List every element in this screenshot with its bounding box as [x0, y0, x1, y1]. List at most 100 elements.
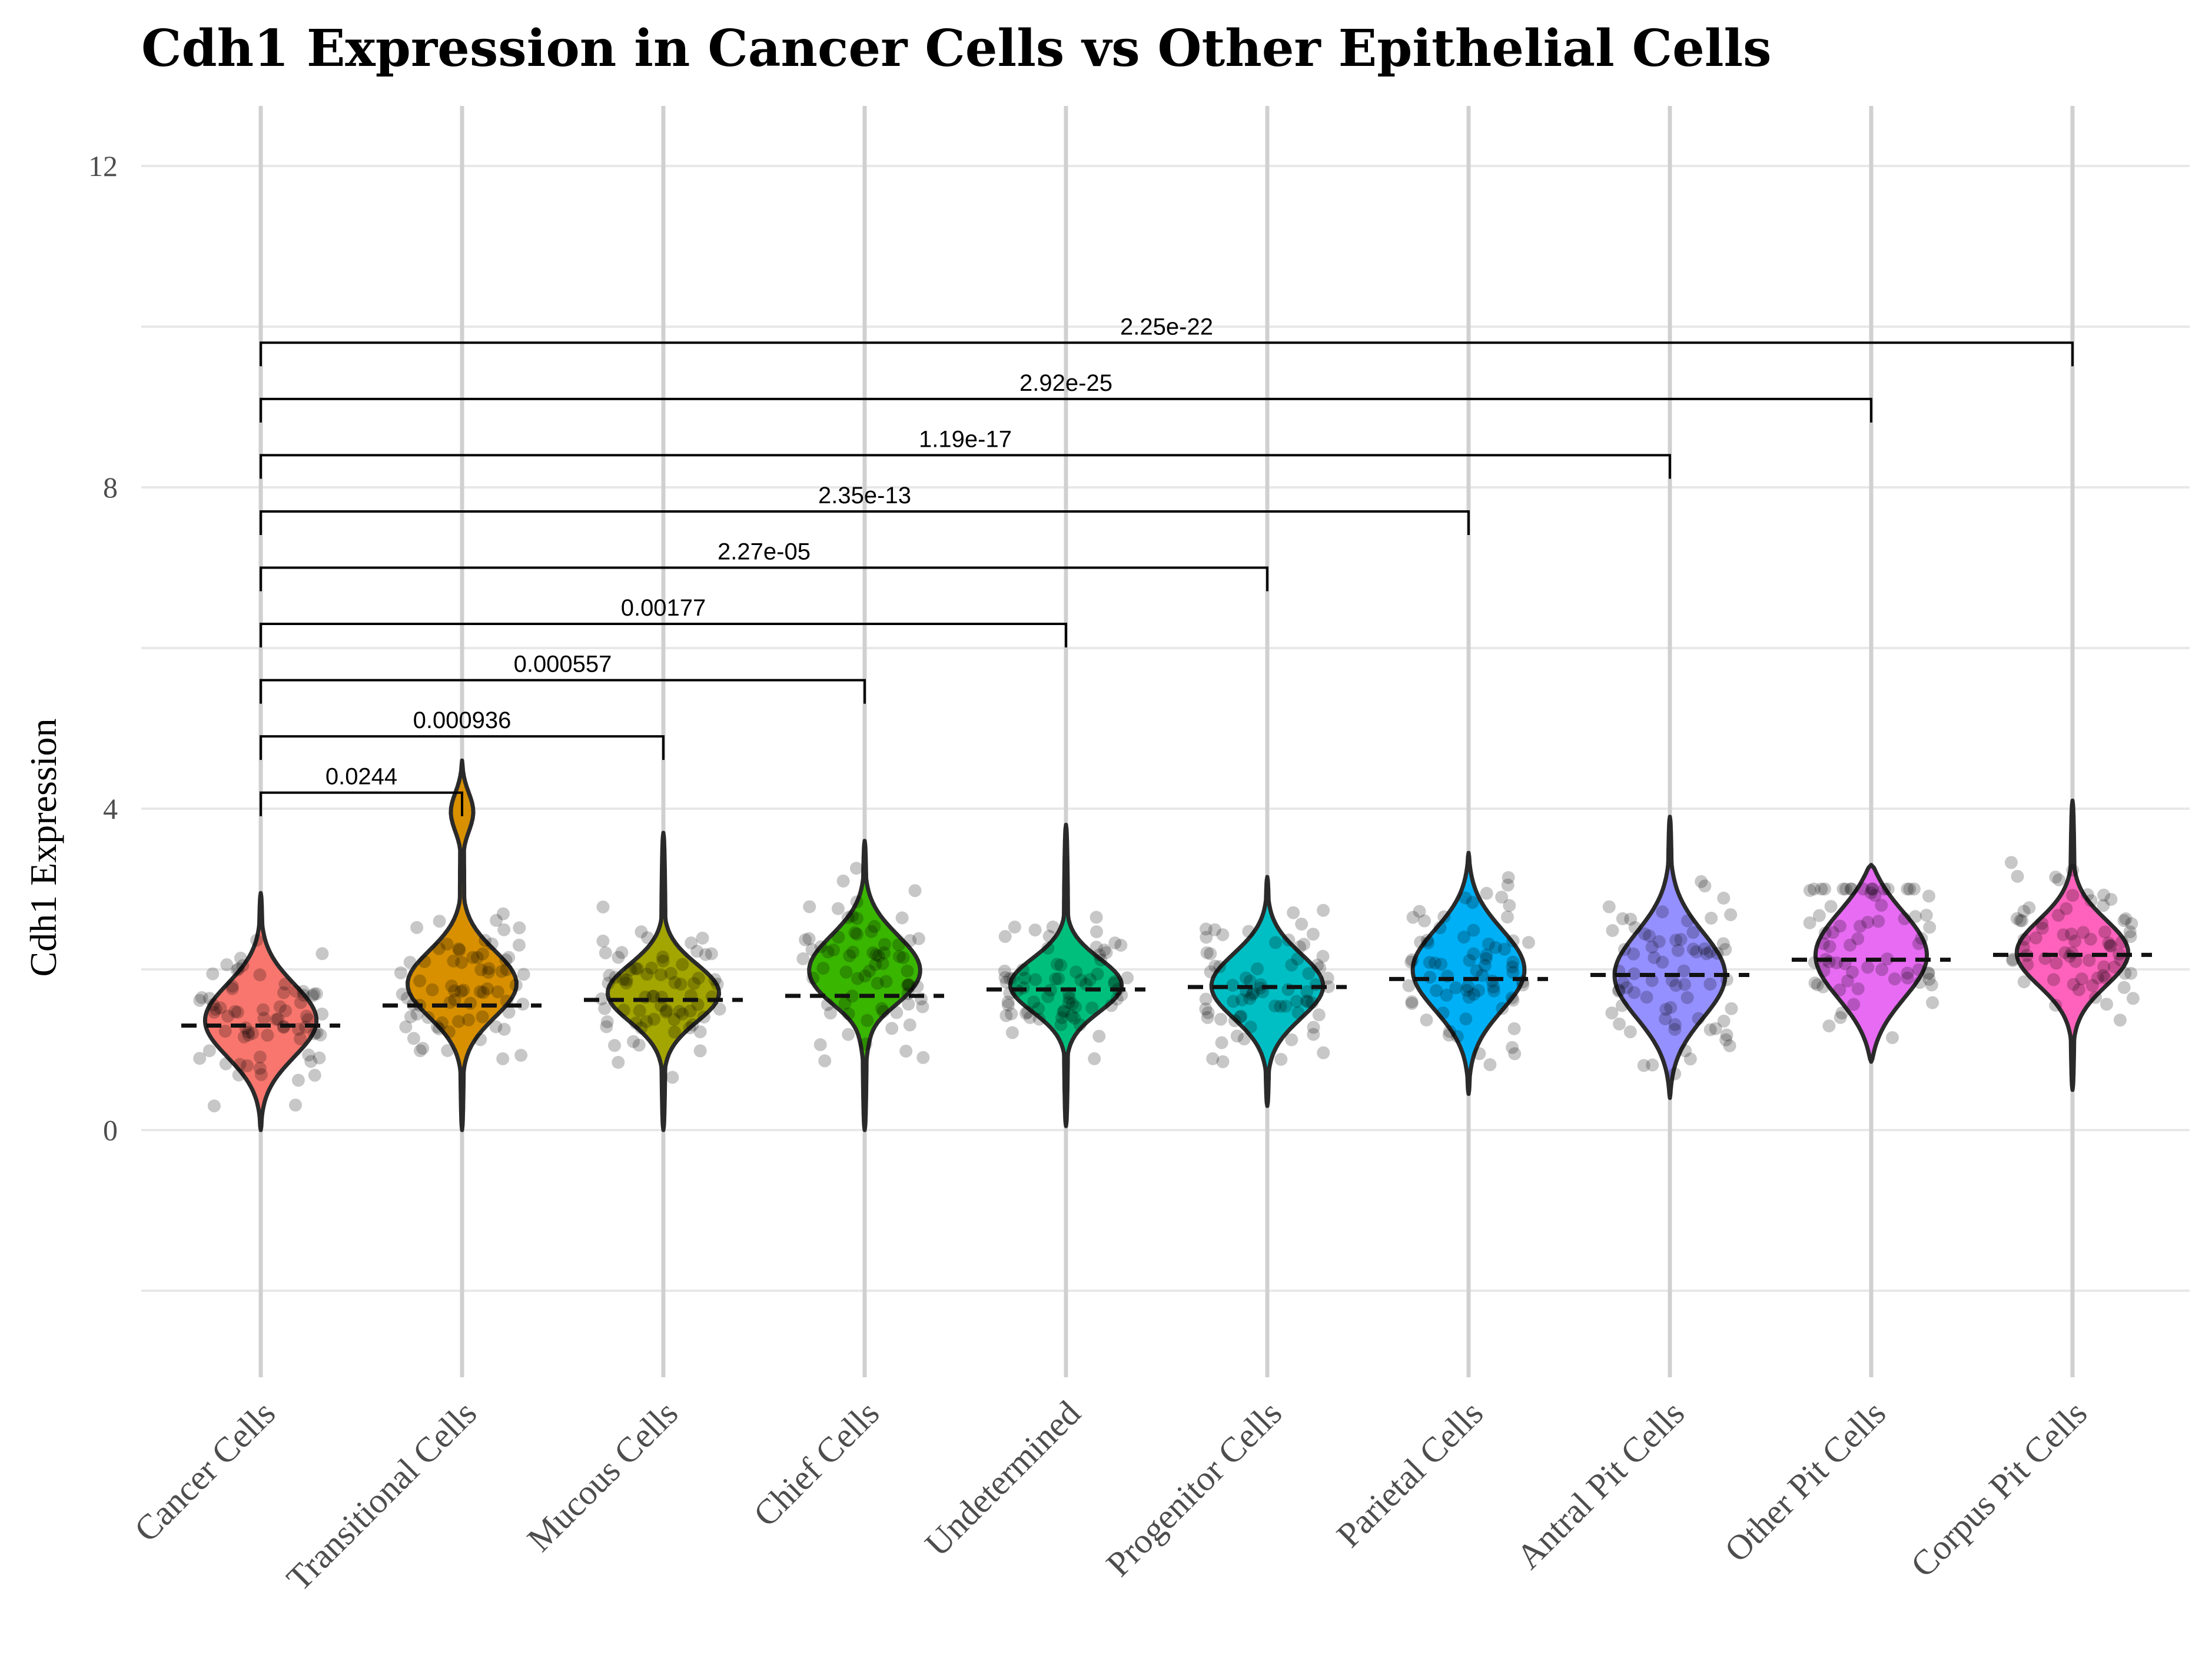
p-value-label: 2.35e-13	[818, 483, 911, 509]
data-point	[1816, 937, 1830, 951]
data-point	[1473, 1047, 1486, 1061]
data-point	[432, 942, 446, 955]
data-point	[998, 930, 1012, 943]
data-point	[1008, 921, 1021, 934]
data-point	[413, 1044, 427, 1058]
data-point	[517, 968, 530, 981]
data-point	[845, 989, 859, 1003]
data-point	[904, 934, 917, 947]
data-point	[1637, 1059, 1650, 1072]
data-point	[315, 947, 329, 961]
data-point	[2050, 956, 2063, 970]
data-point	[278, 978, 292, 991]
data-point	[1615, 999, 1629, 1012]
data-point	[514, 1049, 528, 1062]
data-point	[1055, 1011, 1068, 1024]
data-point	[1306, 928, 1320, 941]
data-point	[1460, 983, 1473, 997]
data-point	[690, 945, 704, 958]
data-point	[1698, 942, 1711, 955]
data-point	[1065, 1009, 1078, 1022]
data-point	[1508, 1047, 1522, 1061]
data-point	[261, 1028, 274, 1042]
data-point	[821, 945, 835, 959]
data-point	[1903, 882, 1917, 896]
data-point	[2083, 953, 2096, 967]
data-point	[1406, 911, 1420, 924]
data-point	[2021, 958, 2034, 971]
data-point	[1467, 923, 1480, 937]
data-point	[2015, 914, 2028, 928]
data-point	[1703, 978, 1717, 991]
p-value-label: 2.25e-22	[1120, 314, 1213, 340]
data-point	[1692, 1012, 1705, 1025]
data-point	[676, 958, 689, 971]
bracket-line	[260, 735, 665, 760]
data-point	[1466, 896, 1479, 909]
data-point	[455, 956, 469, 969]
data-point	[2117, 914, 2131, 928]
data-point	[1228, 1014, 1241, 1028]
data-point	[1834, 1011, 1847, 1024]
data-point	[430, 1020, 444, 1034]
significance-bracket: 2.27e-05	[260, 539, 1268, 592]
data-point	[901, 979, 914, 992]
data-point	[473, 985, 487, 998]
data-point	[496, 1052, 510, 1065]
data-point	[447, 954, 460, 968]
data-point	[832, 931, 845, 944]
data-point	[1019, 1006, 1032, 1020]
data-point	[445, 979, 459, 993]
data-point	[710, 978, 724, 991]
data-point	[1717, 1014, 1731, 1028]
data-point	[816, 962, 830, 975]
data-point	[1646, 1058, 1659, 1072]
data-point	[850, 912, 863, 925]
bracket-line	[260, 454, 1671, 479]
data-point	[304, 1055, 318, 1068]
data-point	[253, 1050, 267, 1064]
data-point	[1462, 991, 1476, 1004]
data-point	[1433, 921, 1447, 935]
data-point	[1005, 1026, 1019, 1039]
data-point	[713, 1002, 726, 1016]
data-point	[1818, 882, 1831, 896]
data-point	[848, 926, 862, 939]
data-point	[225, 979, 239, 993]
data-point	[1301, 995, 1314, 1008]
data-point	[1480, 886, 1493, 900]
data-point	[693, 1044, 707, 1058]
data-point	[2104, 893, 2118, 906]
data-point	[1695, 875, 1708, 888]
data-point	[193, 1052, 207, 1065]
data-point	[432, 1022, 446, 1035]
data-point	[271, 1012, 285, 1026]
data-point	[1476, 969, 1489, 982]
data-point	[1244, 974, 1257, 988]
data-point	[693, 1025, 707, 1039]
data-point	[230, 963, 244, 977]
jitter-points-7	[1602, 875, 1738, 1081]
x-tick-label: Chief Cells	[746, 1394, 886, 1534]
data-point	[1811, 978, 1824, 992]
data-point	[1442, 1028, 1456, 1042]
data-point	[225, 982, 239, 995]
data-point	[193, 994, 207, 1007]
data-point	[806, 971, 820, 985]
data-point	[1274, 1052, 1288, 1066]
data-point	[1817, 964, 1831, 978]
data-point	[1421, 936, 1435, 949]
data-point	[1846, 965, 1859, 979]
data-point	[1818, 926, 1832, 940]
data-point	[1032, 1002, 1045, 1015]
data-point	[1041, 990, 1055, 1004]
bracket-line	[260, 341, 2074, 367]
data-point	[1440, 988, 1453, 1002]
data-point	[207, 1005, 221, 1019]
data-point	[1091, 967, 1104, 981]
violin-0	[202, 891, 319, 1132]
data-point	[1062, 996, 1075, 1009]
data-point	[1088, 1052, 1101, 1065]
data-point	[1844, 938, 1857, 952]
x-tick-label: Parietal Cells	[1329, 1394, 1490, 1555]
